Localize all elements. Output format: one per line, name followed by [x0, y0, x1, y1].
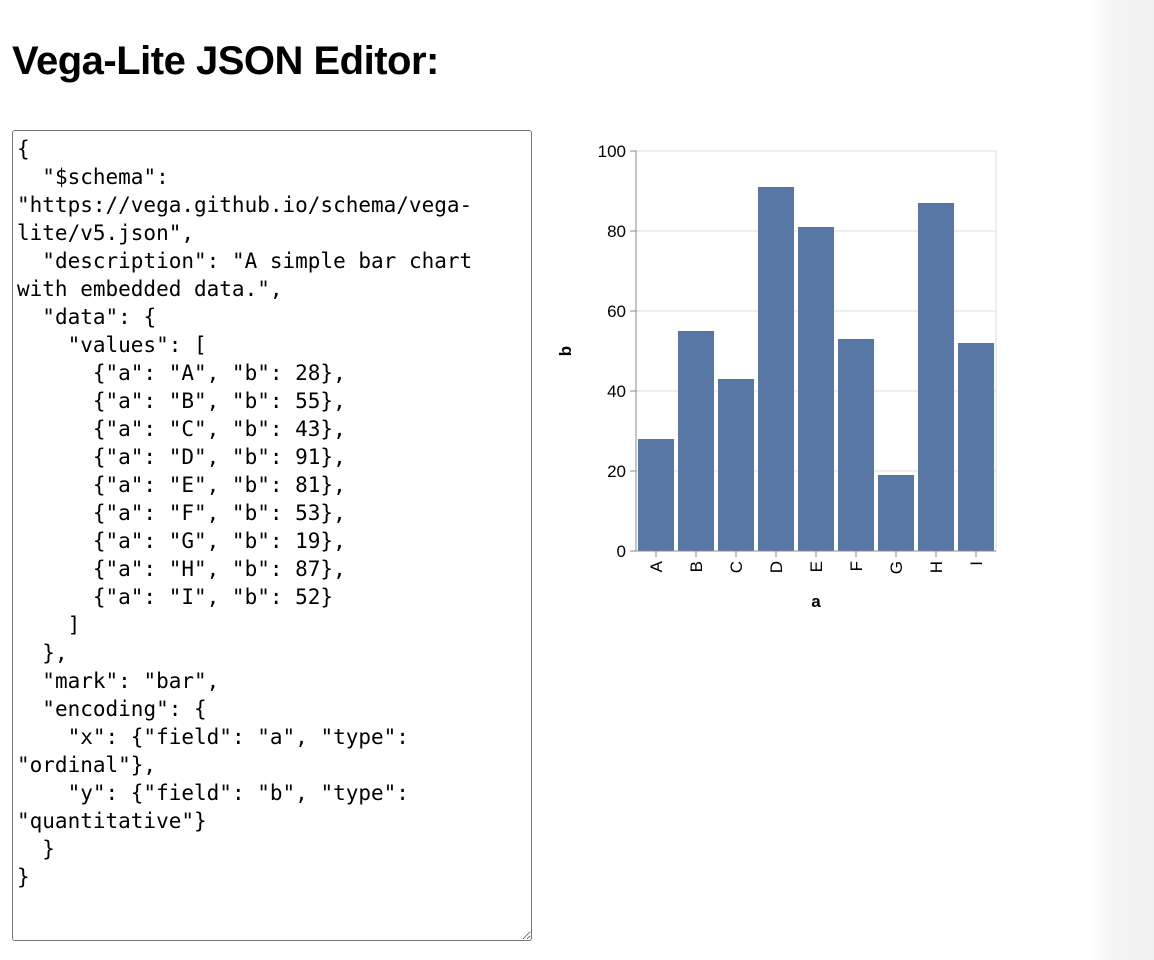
window-edge-shadow — [1090, 0, 1154, 960]
json-editor-textarea[interactable] — [12, 130, 532, 941]
bar-b — [678, 331, 714, 551]
bar-f — [838, 339, 874, 551]
y-axis-title: b — [556, 346, 575, 356]
x-tick-label: E — [807, 561, 826, 572]
x-axis-title: a — [811, 592, 821, 611]
x-tick-label: G — [887, 561, 906, 574]
x-tick-label: B — [687, 561, 706, 572]
y-tick-label: 40 — [607, 382, 626, 401]
x-axis: A B C D E F G H I — [636, 550, 996, 574]
y-tick-label: 80 — [607, 222, 626, 241]
x-tick-label: I — [967, 561, 986, 566]
bar-c — [718, 379, 754, 551]
bar-i — [958, 343, 994, 551]
y-tick-label: 100 — [598, 142, 626, 161]
x-tick-label: D — [767, 561, 786, 573]
bar-g — [878, 475, 914, 551]
bar-a — [638, 439, 674, 551]
y-axis: 0 20 40 60 80 100 — [598, 142, 637, 561]
y-tick-label: 20 — [607, 462, 626, 481]
x-tick-label: F — [847, 561, 866, 571]
bar-chart: 0 20 40 60 80 100 A B C D E F G H I b a — [556, 142, 997, 611]
page-title: Vega-Lite JSON Editor: — [12, 39, 439, 83]
y-tick-label: 0 — [617, 542, 626, 561]
bar-h — [918, 203, 954, 551]
bars — [638, 187, 994, 551]
bar-d — [758, 187, 794, 551]
x-tick-label: C — [727, 561, 746, 573]
bar-e — [798, 227, 834, 551]
x-tick-label: A — [647, 560, 666, 572]
y-tick-label: 60 — [607, 302, 626, 321]
x-tick-label: H — [927, 561, 946, 573]
